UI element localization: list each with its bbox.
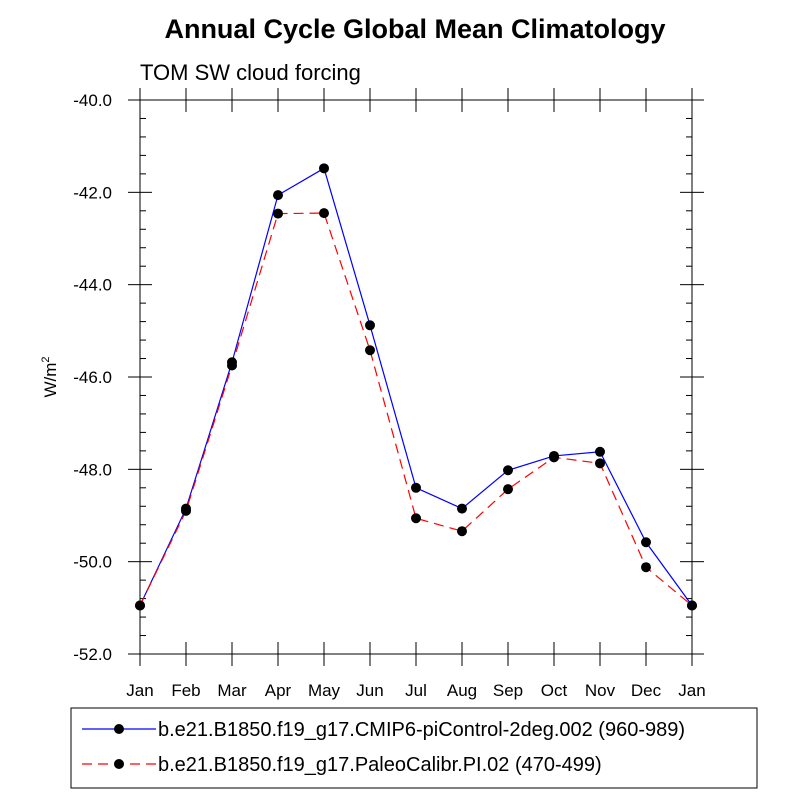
x-tick-label: May <box>308 681 341 700</box>
y-axis-label-text: W/m <box>41 363 60 398</box>
x-tick-label: Apr <box>265 681 292 700</box>
series-2-point <box>135 600 145 611</box>
y-tick-label: -44.0 <box>73 276 112 295</box>
y-axis-label: W/m2 <box>40 356 60 397</box>
legend-label-1: b.e21.B1850.f19_g17.CMIP6-piControl-2deg… <box>158 719 685 741</box>
series-1-point <box>319 163 329 174</box>
x-tick-label: Mar <box>217 681 247 700</box>
series-2-point <box>319 208 329 219</box>
chart-subtitle: TOM SW cloud forcing <box>140 60 361 85</box>
legend-label-2: b.e21.B1850.f19_g17.PaleoCalibr.PI.02 (4… <box>158 754 602 776</box>
series-line-1 <box>139 167 693 606</box>
series-1-point <box>641 537 651 548</box>
x-tick-label: Nov <box>585 681 616 700</box>
x-tick-label: Jun <box>356 681 383 700</box>
series-line-2 <box>139 212 693 606</box>
series-2-point <box>457 526 467 537</box>
legend-marker-2 <box>114 759 124 769</box>
series-1-point <box>411 482 421 493</box>
series-1-point <box>595 446 605 457</box>
series-1-point <box>273 190 283 201</box>
plot-frame <box>139 99 693 655</box>
series-2-point <box>181 505 191 516</box>
series-layer <box>135 163 697 611</box>
y-tick-label: -46.0 <box>73 368 112 387</box>
x-tick-label: Jan <box>126 681 153 700</box>
legend-marker-1 <box>114 724 124 734</box>
series-2-point <box>687 600 697 611</box>
x-tick-label: Feb <box>171 681 200 700</box>
series-1-point <box>503 465 513 476</box>
legend-box <box>70 707 758 789</box>
series-2-point <box>595 458 605 469</box>
series-2-point <box>411 513 421 524</box>
y-tick-label: -42.0 <box>73 183 112 202</box>
series-2-point <box>273 208 283 219</box>
x-tick-label: Jan <box>678 681 705 700</box>
y-tick-label: -40.0 <box>73 91 112 110</box>
y-tick-label: -50.0 <box>73 553 112 572</box>
x-tick-label: Sep <box>493 681 523 700</box>
x-tick-label: Dec <box>631 681 662 700</box>
y-axis-label-superscript: 2 <box>40 356 52 362</box>
x-tick-label: Oct <box>541 681 568 700</box>
series-2-point <box>641 562 651 573</box>
legend: b.e21.B1850.f19_g17.CMIP6-piControl-2deg… <box>70 707 758 789</box>
series-2-point <box>549 452 559 463</box>
x-tick-label: Jul <box>405 681 427 700</box>
series-1-point <box>457 503 467 514</box>
series-2-point <box>503 484 513 495</box>
series-2-point <box>365 345 375 356</box>
y-axis: -52.0 -50.0 -48.0 -46.0 -44.0 -42.0 -40.0 <box>73 91 704 664</box>
x-axis: Jan Feb Mar Apr May Jun Jul Aug Sep Oct Nov Dec Jan <box>126 88 706 700</box>
chart-title: Annual Cycle Global Mean Climatology <box>164 14 665 44</box>
x-tick-label: Aug <box>447 681 477 700</box>
y-tick-label: -52.0 <box>73 645 112 664</box>
y-tick-label: -48.0 <box>73 460 112 479</box>
series-1-point <box>365 320 375 331</box>
series-2-point <box>227 360 237 371</box>
